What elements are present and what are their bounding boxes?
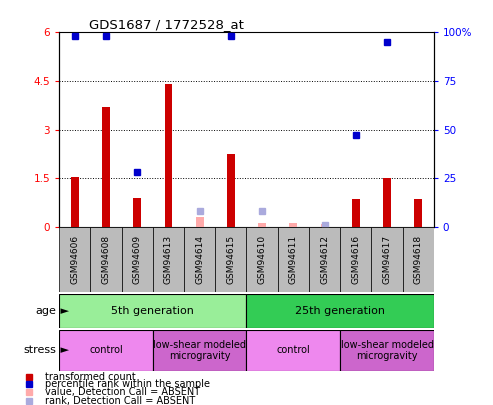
Text: GSM94608: GSM94608: [102, 234, 110, 284]
Text: value, Detection Call = ABSENT: value, Detection Call = ABSENT: [45, 387, 200, 397]
Text: GSM94606: GSM94606: [70, 234, 79, 284]
Text: ►: ►: [57, 345, 69, 355]
Text: GDS1687 / 1772528_at: GDS1687 / 1772528_at: [89, 18, 244, 31]
FancyBboxPatch shape: [340, 227, 371, 292]
FancyBboxPatch shape: [90, 227, 122, 292]
Bar: [414, 199, 422, 227]
FancyBboxPatch shape: [153, 330, 246, 371]
Text: 25th generation: 25th generation: [295, 306, 385, 316]
Text: low-shear modeled
microgravity: low-shear modeled microgravity: [153, 339, 246, 361]
Text: age: age: [36, 306, 57, 316]
Text: control: control: [277, 345, 310, 355]
Text: GSM94609: GSM94609: [133, 234, 141, 284]
Bar: [227, 154, 235, 227]
Text: control: control: [89, 345, 123, 355]
Text: ►: ►: [57, 306, 69, 316]
Text: GSM94617: GSM94617: [383, 234, 391, 284]
Bar: [133, 198, 141, 227]
Bar: [258, 223, 266, 227]
Text: GSM94618: GSM94618: [414, 234, 423, 284]
Text: 5th generation: 5th generation: [111, 306, 194, 316]
FancyBboxPatch shape: [246, 294, 434, 328]
Bar: [196, 217, 204, 227]
FancyBboxPatch shape: [278, 227, 309, 292]
Text: percentile rank within the sample: percentile rank within the sample: [45, 379, 210, 390]
Text: GSM94615: GSM94615: [226, 234, 235, 284]
Bar: [320, 224, 328, 227]
FancyBboxPatch shape: [215, 227, 246, 292]
Text: transformed count: transformed count: [45, 372, 136, 382]
FancyBboxPatch shape: [340, 330, 434, 371]
Text: rank, Detection Call = ABSENT: rank, Detection Call = ABSENT: [45, 396, 195, 405]
Text: GSM94611: GSM94611: [289, 234, 298, 284]
Text: stress: stress: [24, 345, 57, 355]
Bar: [383, 178, 391, 227]
Bar: [71, 177, 79, 227]
Bar: [289, 223, 297, 227]
FancyBboxPatch shape: [309, 227, 340, 292]
Text: GSM94614: GSM94614: [195, 235, 204, 284]
Text: GSM94610: GSM94610: [258, 234, 267, 284]
FancyBboxPatch shape: [122, 227, 153, 292]
FancyBboxPatch shape: [371, 227, 403, 292]
FancyBboxPatch shape: [59, 227, 90, 292]
Bar: [352, 199, 360, 227]
FancyBboxPatch shape: [403, 227, 434, 292]
Bar: [165, 84, 173, 227]
FancyBboxPatch shape: [246, 330, 340, 371]
FancyBboxPatch shape: [153, 227, 184, 292]
FancyBboxPatch shape: [246, 227, 278, 292]
FancyBboxPatch shape: [184, 227, 215, 292]
FancyBboxPatch shape: [59, 294, 246, 328]
FancyBboxPatch shape: [59, 330, 153, 371]
Bar: [102, 107, 110, 227]
Text: low-shear modeled
microgravity: low-shear modeled microgravity: [341, 339, 433, 361]
Text: GSM94613: GSM94613: [164, 234, 173, 284]
Text: GSM94612: GSM94612: [320, 235, 329, 284]
Text: GSM94616: GSM94616: [352, 234, 360, 284]
